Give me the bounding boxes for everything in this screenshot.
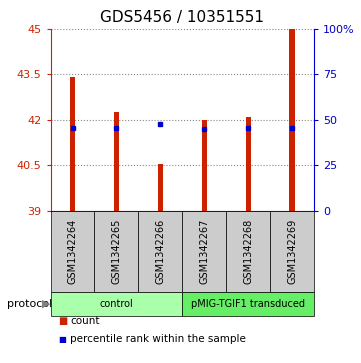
Text: ▶: ▶ [42,299,50,309]
Text: ■: ■ [58,316,67,326]
Bar [202,120,207,211]
Text: pMIG-TGIF1 transduced: pMIG-TGIF1 transduced [191,299,305,309]
Bar [182,292,314,316]
Bar [51,211,95,292]
Bar [290,29,295,211]
Bar [270,211,314,292]
Text: GSM1342265: GSM1342265 [112,219,121,284]
Text: GSM1342268: GSM1342268 [243,219,253,284]
Text: protocol: protocol [7,299,52,309]
Title: GDS5456 / 10351551: GDS5456 / 10351551 [100,10,264,25]
Bar [114,112,119,211]
Text: GSM1342264: GSM1342264 [68,219,78,284]
Text: GSM1342266: GSM1342266 [155,219,165,284]
Bar [226,211,270,292]
Bar [95,211,138,292]
Text: ■: ■ [58,335,66,344]
Bar [70,77,75,211]
Bar [51,292,182,316]
Text: percentile rank within the sample: percentile rank within the sample [70,334,246,344]
Text: count: count [70,316,100,326]
Text: control: control [100,299,133,309]
Text: GSM1342269: GSM1342269 [287,219,297,284]
Bar [245,117,251,211]
Bar [158,164,163,211]
Bar [138,211,182,292]
Bar [182,211,226,292]
Text: GSM1342267: GSM1342267 [199,219,209,284]
